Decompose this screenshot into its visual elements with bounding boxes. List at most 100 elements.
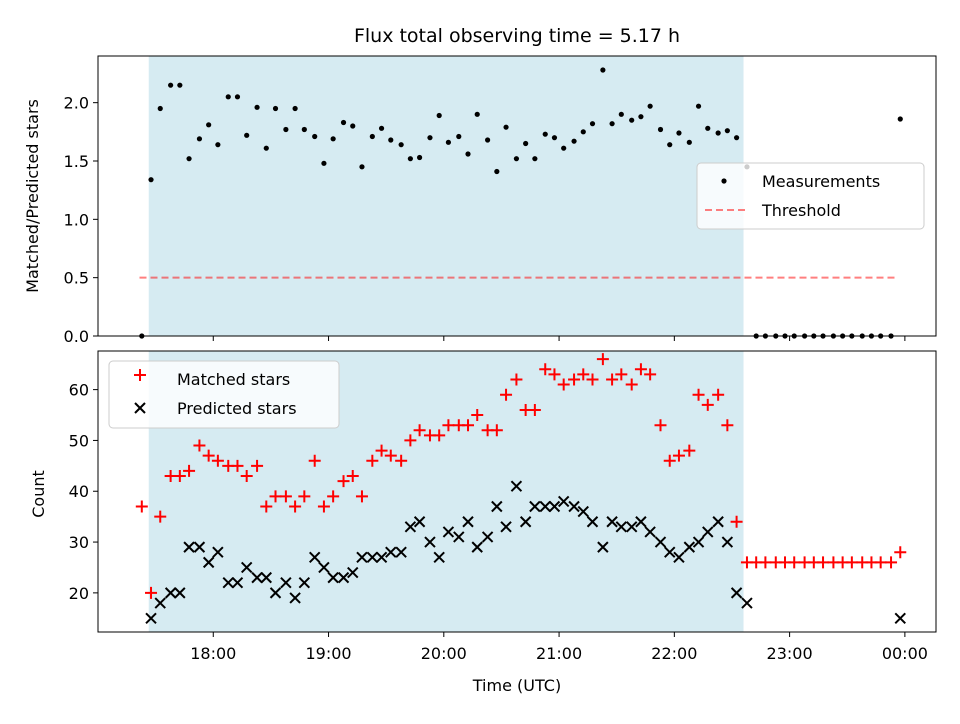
matched-star-point: [510, 373, 523, 386]
predicted-star-point: [894, 612, 906, 624]
predicted-star-point: [702, 526, 714, 538]
measurement-point: [705, 125, 711, 131]
predicted-star-point: [471, 541, 483, 553]
measurement-point: [686, 139, 692, 145]
matched-star-point: [596, 353, 609, 366]
predicted-star-point: [635, 516, 647, 528]
measurement-point: [263, 145, 269, 151]
predicted-star-point: [174, 587, 186, 599]
measurement-point: [503, 124, 509, 130]
measurement-point: [733, 135, 740, 141]
legend-threshold-label: Threshold: [761, 201, 841, 220]
matched-star-point: [692, 388, 705, 401]
measurement-point: [244, 132, 250, 138]
matched-star-point: [462, 419, 475, 432]
measurement-point: [388, 137, 394, 143]
top-x-axis-ticks: [212, 336, 906, 341]
matched-star-point: [260, 500, 273, 513]
measurement-point: [485, 137, 491, 143]
predicted-star-point: [413, 516, 426, 528]
matched-star-point: [279, 490, 292, 503]
matched-star-point: [404, 434, 417, 447]
measurement-point: [234, 94, 241, 100]
bottom-y-axis-ticks: 20 30 40 50 60: [69, 381, 98, 603]
measurement-point: [618, 111, 624, 117]
predicted-star-point: [145, 612, 157, 624]
measurement-point: [177, 82, 183, 88]
matched-star-point: [395, 454, 408, 467]
bottom-legend-box: [108, 360, 340, 429]
measurement-point: [148, 177, 154, 183]
matched-star-point: [413, 424, 426, 437]
predicted-star-point: [164, 587, 177, 599]
measurement-point: [523, 140, 529, 147]
top-legend: Measurements Threshold: [696, 162, 925, 230]
predicted-star-point: [529, 500, 541, 513]
matched-star-point: [384, 449, 397, 462]
observing-window-band: [148, 56, 744, 336]
predicted-star-point: [404, 521, 417, 533]
measurement-point: [157, 105, 163, 112]
measurement-point: [301, 126, 307, 133]
measurement-point: [186, 156, 192, 162]
measurement-point: [474, 111, 480, 117]
predicted-star-point: [586, 516, 599, 528]
matched-star-point: [327, 490, 340, 503]
matched-star-point: [625, 378, 638, 391]
y-tick-label: 1.0: [64, 210, 89, 229]
predicted-star-point: [615, 521, 628, 533]
matched-star-point: [577, 368, 590, 381]
measurement-point: [436, 112, 442, 119]
matched-star-point: [433, 429, 446, 442]
predicted-star-point: [510, 480, 523, 492]
matched-star-point: [183, 464, 196, 477]
matched-star-point: [644, 368, 657, 381]
predicted-star-point: [222, 577, 234, 589]
matched-star-point: [490, 424, 503, 437]
matched-star-point: [885, 556, 898, 569]
measurement-point: [292, 105, 298, 112]
matched-star-point: [202, 449, 215, 462]
measurement-point: [629, 117, 635, 123]
measurement-point: [206, 122, 212, 128]
top-observing-window-shade: [148, 56, 744, 336]
matched-star-point: [193, 439, 206, 452]
bottom-y-axis-label: Count: [29, 470, 48, 518]
measurement-point: [589, 121, 596, 127]
matched-star-point: [231, 459, 244, 472]
matched-star-point: [586, 373, 599, 386]
measurement-point: [580, 129, 586, 135]
matched-star-point: [317, 500, 330, 513]
x-tick-label: 22:00: [651, 644, 697, 663]
x-tick-label: 19:00: [305, 644, 351, 663]
legend-matched-marker: [134, 369, 146, 381]
matched-star-point: [817, 556, 830, 569]
predicted-star-point: [347, 566, 359, 579]
x-tick-label: 20:00: [421, 644, 467, 663]
x-tick-label: 23:00: [767, 644, 813, 663]
chart-title: Flux total observing time = 5.17 h: [354, 25, 680, 47]
matched-star-point: [654, 419, 667, 432]
count-points-group: [135, 353, 907, 624]
matched-star-point: [701, 398, 714, 411]
matched-star-point: [337, 475, 350, 488]
measurement-point: [196, 136, 203, 142]
bottom-panel: 20 30 40 50 60 18:00 19:00 20:00 21:00 22:00 23:0…: [29, 350, 937, 695]
y-tick-label: 50: [69, 431, 89, 450]
legend-matched-label: Matched stars: [177, 370, 290, 389]
matched-star-point: [442, 419, 455, 432]
y-tick-label: 30: [69, 533, 89, 552]
matched-star-point: [251, 459, 264, 472]
measurement-point: [715, 130, 721, 136]
matched-star-point: [211, 454, 224, 467]
y-tick-label: 40: [69, 482, 89, 501]
predicted-star-point: [193, 541, 206, 553]
predicted-star-point: [741, 597, 753, 609]
measurement-point: [551, 135, 558, 141]
measurement-point: [600, 67, 606, 73]
predicted-star-point: [462, 516, 474, 528]
measurement-point: [695, 103, 702, 109]
predicted-star-point: [548, 500, 561, 513]
predicted-star-point: [481, 531, 494, 543]
